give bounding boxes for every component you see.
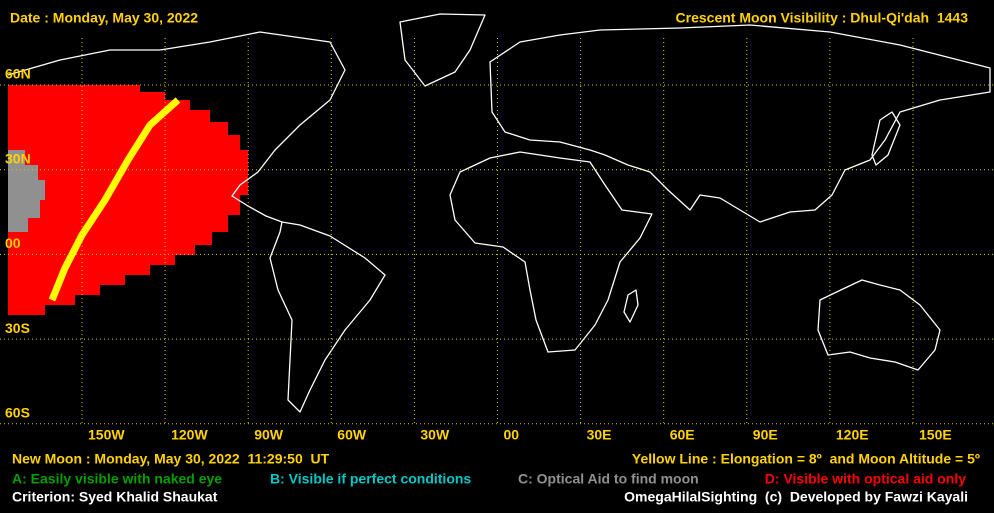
legend-item: B: Visible if perfect conditions — [270, 471, 471, 487]
lat-label: 00 — [5, 235, 21, 251]
legend-item: D: Visible with optical aid only — [765, 471, 966, 487]
lon-label: 90W — [254, 427, 284, 443]
lon-label: 00 — [504, 427, 520, 443]
legend-item: A: Easily visible with naked eye — [12, 471, 222, 487]
lat-label: 60S — [5, 405, 30, 421]
credit: OmegaHilalSighting (c) Developed by Fawz… — [624, 489, 968, 505]
lon-label: 60E — [670, 427, 695, 443]
visibility-regions — [8, 85, 248, 315]
africa — [449, 151, 653, 353]
lon-label: 150E — [919, 427, 952, 443]
date: Date : Monday, May 30, 2022 — [10, 10, 198, 26]
lon-label: 30W — [420, 427, 450, 443]
japan — [871, 111, 901, 166]
lon-label: 90E — [753, 427, 778, 443]
lat-label: 30N — [5, 150, 31, 166]
title: Crescent Moon Visibility : Dhul-Qi'dah 1… — [676, 10, 969, 26]
yellow-line — [48, 97, 181, 302]
south-america — [269, 221, 386, 413]
criterion: Criterion: Syed Khalid Shaukat — [12, 489, 218, 505]
new-moon: New Moon : Monday, May 30, 2022 11:29:50… — [12, 451, 330, 467]
legend-item: C: Optical Aid to find moon — [518, 471, 699, 487]
greenland — [399, 13, 486, 87]
lon-label: 60W — [337, 427, 367, 443]
lon-label: 30E — [587, 427, 612, 443]
madagascar — [623, 289, 639, 323]
eurasia — [489, 24, 991, 223]
coastlines — [7, 13, 991, 413]
yellow-line-note: Yellow Line : Elongation = 8º and Moon A… — [632, 451, 980, 467]
lat-label: 30S — [5, 320, 30, 336]
lat-label: 60N — [5, 66, 31, 82]
lon-label: 120W — [171, 427, 208, 443]
region-c — [8, 150, 45, 232]
north-america — [7, 31, 346, 223]
lon-label: 120E — [836, 427, 869, 443]
lon-label: 150W — [88, 427, 125, 443]
australia — [817, 279, 941, 371]
graticule: 150W 120W 90W 60W 30W 00 30E 60E 90E 120E 150E 60N 3… — [0, 38, 994, 443]
